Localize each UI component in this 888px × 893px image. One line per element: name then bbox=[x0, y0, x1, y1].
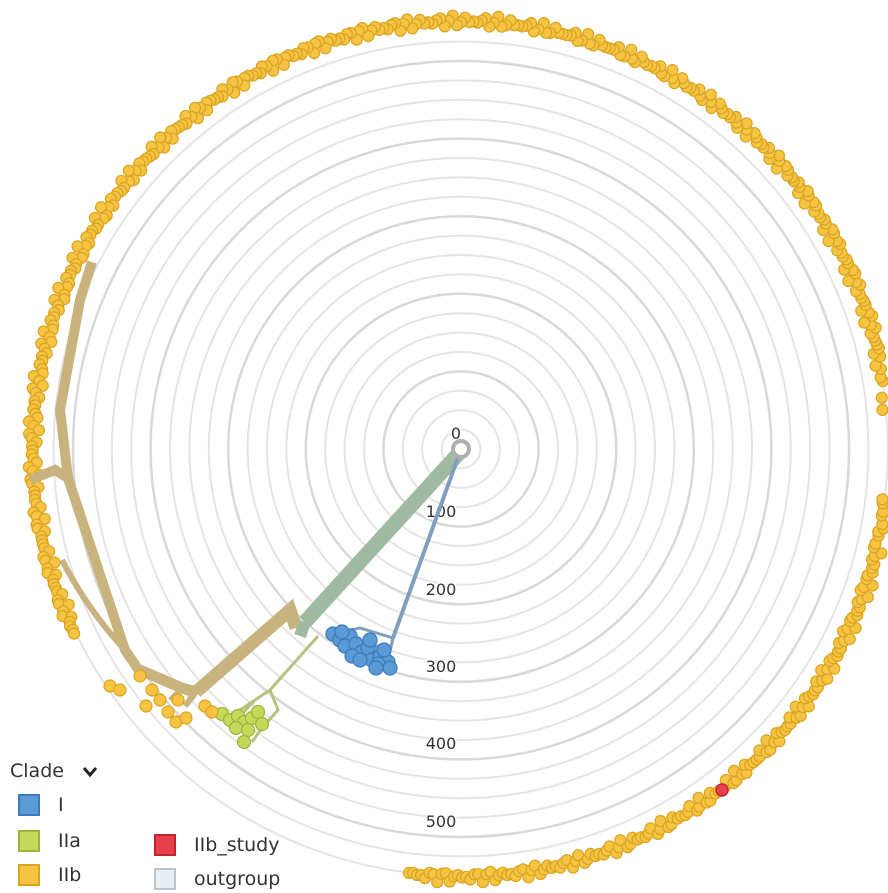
legend-swatch-iib-study bbox=[154, 834, 176, 856]
iib-tip[interactable] bbox=[876, 403, 888, 416]
iib-tip[interactable] bbox=[861, 590, 875, 604]
clade-i-tip[interactable] bbox=[368, 660, 384, 676]
iib-tip[interactable] bbox=[666, 63, 679, 77]
iib-cluster-tip[interactable] bbox=[161, 705, 175, 719]
tick-label-500: 500 bbox=[426, 812, 457, 831]
clade-iib-cluster-tips[interactable] bbox=[103, 669, 219, 729]
legend-title: Clade bbox=[10, 760, 64, 782]
grid-ring bbox=[130, 118, 792, 780]
grid-ring bbox=[285, 273, 637, 625]
clade-legend: Clade I IIa IIb IIb_study outgroup bbox=[10, 760, 310, 893]
clade-i-tip[interactable] bbox=[382, 660, 398, 676]
iib-tip[interactable] bbox=[842, 274, 855, 288]
iib-cluster-tip[interactable] bbox=[133, 669, 147, 683]
iib-tip[interactable] bbox=[875, 391, 888, 404]
chevron-down-icon[interactable] bbox=[82, 766, 98, 782]
grid-ring bbox=[382, 370, 540, 528]
legend-item-iib-study[interactable]: IIb_study bbox=[154, 834, 279, 856]
grid-ring bbox=[149, 137, 773, 761]
clade-iia-tip[interactable] bbox=[240, 722, 256, 738]
tick-label-200: 200 bbox=[426, 580, 457, 599]
legend-item-outgroup[interactable]: outgroup bbox=[154, 868, 280, 890]
grid-ring bbox=[91, 79, 831, 819]
clade-i-tip[interactable] bbox=[334, 624, 350, 640]
grid-ring bbox=[324, 312, 598, 586]
iib-tip[interactable] bbox=[94, 201, 108, 214]
clade-iia-tip[interactable] bbox=[254, 716, 270, 732]
clade-i-tip[interactable] bbox=[376, 642, 392, 658]
iib-tip[interactable] bbox=[38, 512, 51, 526]
legend-label-iib-study: IIb_study bbox=[194, 834, 280, 856]
grid-ring bbox=[440, 428, 482, 470]
clade-i-tips[interactable] bbox=[325, 624, 398, 676]
grid-ring bbox=[401, 389, 521, 509]
root-branch bbox=[299, 446, 466, 628]
radial-tick-labels: 0 100 200 300 400 500 bbox=[424, 422, 463, 833]
iib-tip[interactable] bbox=[154, 131, 167, 144]
iib-tip[interactable] bbox=[67, 627, 81, 640]
legend-swatch-iia bbox=[18, 830, 40, 852]
clade-i-stem bbox=[391, 451, 462, 639]
iib-cluster-tip[interactable] bbox=[153, 693, 167, 707]
grid-ring bbox=[421, 409, 501, 489]
clade-iib-tips[interactable] bbox=[22, 9, 888, 889]
iib-main-branch bbox=[191, 598, 303, 697]
iib-tip[interactable] bbox=[876, 493, 888, 506]
clade-iia-tip[interactable] bbox=[228, 720, 244, 736]
legend-item-i[interactable]: I bbox=[18, 794, 64, 816]
clade-iia-stem bbox=[268, 635, 320, 691]
grid-ring bbox=[304, 292, 618, 606]
iib-cluster-tip[interactable] bbox=[145, 683, 159, 697]
iib-cluster-tip[interactable] bbox=[179, 711, 193, 725]
grid-ring bbox=[207, 195, 715, 703]
root-node[interactable] bbox=[451, 439, 471, 459]
grid-ring bbox=[363, 351, 559, 547]
legend-label-outgroup: outgroup bbox=[194, 868, 281, 890]
clade-i-tip[interactable] bbox=[352, 652, 368, 668]
grid-ring bbox=[110, 98, 812, 800]
legend-label-iib: IIb bbox=[58, 864, 82, 886]
iib-study-tip[interactable] bbox=[715, 783, 729, 797]
grid-ring bbox=[343, 331, 579, 567]
iib-branch-inner bbox=[54, 260, 97, 479]
legend-swatch-outgroup bbox=[154, 868, 176, 890]
legend-swatch-i bbox=[18, 794, 40, 816]
tick-label-300: 300 bbox=[426, 657, 457, 676]
iib-tip[interactable] bbox=[858, 316, 871, 329]
legend-swatch-iib bbox=[18, 864, 40, 886]
grid-ring bbox=[169, 157, 753, 741]
clade-iia-tip[interactable] bbox=[250, 704, 266, 720]
iib-branch-arc bbox=[59, 558, 128, 653]
legend-label-i: I bbox=[58, 794, 64, 816]
grid-ring bbox=[246, 234, 676, 664]
iib-cluster-tip[interactable] bbox=[139, 699, 153, 713]
root-to-iia-branch bbox=[294, 619, 311, 639]
grid-ring bbox=[188, 176, 734, 722]
grid-ring bbox=[266, 254, 656, 644]
legend-item-iib[interactable]: IIb bbox=[18, 864, 81, 886]
iib-tip[interactable] bbox=[362, 29, 375, 43]
clade-i-tip[interactable] bbox=[362, 632, 378, 648]
grid-ring bbox=[52, 40, 870, 858]
clade-iia-tips[interactable] bbox=[214, 704, 270, 750]
iib-cluster-tip[interactable] bbox=[113, 683, 127, 697]
legend-item-iia[interactable]: IIa bbox=[18, 830, 81, 852]
clade-iia-tip[interactable] bbox=[236, 734, 252, 750]
legend-label-iia: IIa bbox=[58, 830, 81, 852]
clade-iib-branches bbox=[28, 260, 303, 708]
iib-cluster-tip[interactable] bbox=[205, 705, 219, 719]
tick-label-400: 400 bbox=[426, 734, 457, 753]
iib-cluster-tip[interactable] bbox=[171, 693, 185, 707]
iib-branch-stub-1 bbox=[182, 690, 199, 708]
tick-label-100: 100 bbox=[426, 502, 457, 521]
grid-ring bbox=[226, 214, 696, 684]
grid-ring bbox=[71, 59, 851, 839]
